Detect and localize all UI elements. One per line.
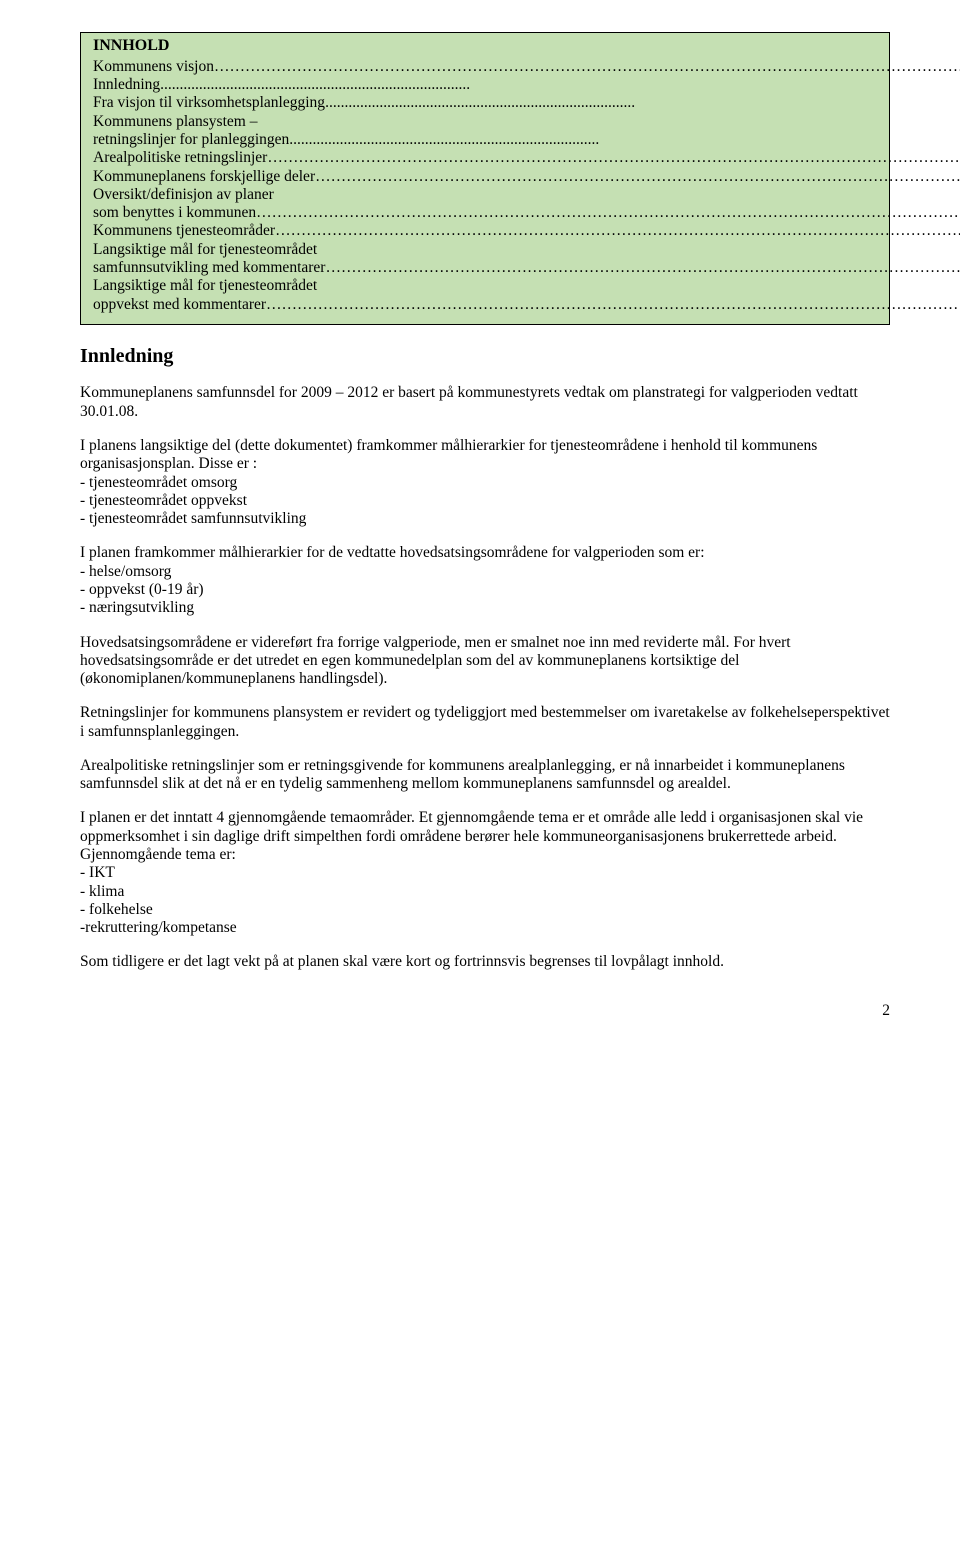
paragraph-block: I planens langsiktige del (dette dokumen… xyxy=(80,437,890,528)
toc-leader: …………………………………………………………………………………………………………… xyxy=(256,204,960,222)
toc-col-left: Kommunens visjon………………………………………………………………… xyxy=(93,58,960,314)
list-item: - folkehelse xyxy=(80,901,890,919)
toc-leader: …………………………………………………………………………………………………………… xyxy=(325,259,960,277)
toc-line: retningslinjer for planleggingen........… xyxy=(93,131,960,149)
list-item: - næringsutvikling xyxy=(80,599,890,617)
list-item: - tjenesteområdet oppvekst xyxy=(80,492,890,510)
list-item: - tjenesteområdet omsorg xyxy=(80,474,890,492)
section-heading-innledning: Innledning xyxy=(80,345,890,369)
paragraph: Arealpolitiske retningslinjer som er ret… xyxy=(80,757,890,794)
toc-label: Fra visjon til virksomhetsplanlegging xyxy=(93,94,325,112)
list-item: - klima xyxy=(80,883,890,901)
toc-label: Innledning xyxy=(93,76,160,94)
paragraph: Som tidligere er det lagt vekt på at pla… xyxy=(80,953,890,971)
toc-label: Oversikt/definisjon av planer xyxy=(93,186,960,204)
toc-line: Arealpolitiske retningslinjer……………………………… xyxy=(93,149,960,167)
toc-leader: ........................................… xyxy=(325,94,960,112)
toc-line: Fra visjon til virksomhetsplanlegging...… xyxy=(93,94,960,112)
toc-line: som benyttes i kommunen……………………………………………… xyxy=(93,204,960,222)
toc-leader: …………………………………………………………………………………………………………… xyxy=(315,168,960,186)
list-item: - IKT xyxy=(80,864,890,882)
toc-label: Kommunens tjenesteområder xyxy=(93,222,275,240)
toc-label: Kommuneplanens forskjellige deler xyxy=(93,168,315,186)
paragraph: Retningslinjer for kommunens plansystem … xyxy=(80,704,890,741)
toc-leader: ........................................… xyxy=(289,131,960,149)
toc-label: samfunnsutvikling med kommentarer xyxy=(93,259,325,277)
toc-title: INNHOLD xyxy=(93,37,877,56)
toc-label: Arealpolitiske retningslinjer xyxy=(93,149,267,167)
paragraph-line: I planens langsiktige del (dette dokumen… xyxy=(80,437,890,474)
paragraph-line: I planen framkommer målhierarkier for de… xyxy=(80,544,890,562)
paragraph-block: I planen er det inntatt 4 gjennomgående … xyxy=(80,809,890,937)
toc-columns: Kommunens visjon………………………………………………………………… xyxy=(93,58,877,314)
toc-leader: …………………………………………………………………………………………………………… xyxy=(266,296,960,314)
toc-line: samfunnsutvikling med kommentarer…………………… xyxy=(93,259,960,277)
toc-label: Kommunens plansystem – xyxy=(93,113,960,131)
page-number: 2 xyxy=(80,1002,890,1020)
toc-line: Innledning..............................… xyxy=(93,76,960,94)
toc-leader: …………………………………………………………………………………………………………… xyxy=(275,222,960,240)
list-item: - tjenesteområdet samfunnsutvikling xyxy=(80,510,890,528)
toc-line: Kommunens visjon………………………………………………………………… xyxy=(93,58,960,76)
paragraph-line: I planen er det inntatt 4 gjennomgående … xyxy=(80,809,890,864)
toc-line: oppvekst med kommentarer…………………………………………… xyxy=(93,296,960,314)
toc-label: retningslinjer for planleggingen xyxy=(93,131,289,149)
toc-leader: …………………………………………………………………………………………………………… xyxy=(267,149,960,167)
toc-label: Langsiktige mål for tjenesteområdet xyxy=(93,277,960,295)
paragraph: Hovedsatsingsområdene er videreført fra … xyxy=(80,634,890,689)
toc-leader: ........................................… xyxy=(160,76,960,94)
toc-label: Langsiktige mål for tjenesteområdet xyxy=(93,241,960,259)
list-item: -rekruttering/kompetanse xyxy=(80,919,890,937)
toc-line: Kommunens tjenesteområder………………………………………… xyxy=(93,222,960,240)
paragraph: Kommuneplanens samfunnsdel for 2009 – 20… xyxy=(80,384,890,421)
toc-leader: …………………………………………………………………………………………………………… xyxy=(214,58,960,76)
list-item: - helse/omsorg xyxy=(80,563,890,581)
toc-label: oppvekst med kommentarer xyxy=(93,296,266,314)
toc-box: INNHOLD Kommunens visjon…………………………………………… xyxy=(80,32,890,325)
list-item: - oppvekst (0-19 år) xyxy=(80,581,890,599)
paragraph-block: I planen framkommer målhierarkier for de… xyxy=(80,544,890,617)
toc-label: som benyttes i kommunen xyxy=(93,204,256,222)
toc-label: Kommunens visjon xyxy=(93,58,214,76)
toc-line: Kommuneplanens forskjellige deler…………………… xyxy=(93,168,960,186)
